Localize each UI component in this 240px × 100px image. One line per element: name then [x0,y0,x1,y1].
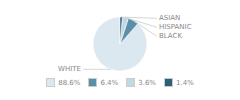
svg-text:ASIAN: ASIAN [159,14,180,22]
html-text:3.6%: 3.6% [138,78,156,87]
svg-text:BLACK: BLACK [159,32,182,40]
svg-text:WHITE: WHITE [58,65,81,73]
svg-text:HISPANIC: HISPANIC [159,23,192,31]
html-text:88.6%: 88.6% [58,78,81,87]
html-text:1.4%: 1.4% [176,78,194,87]
html-text:6.4%: 6.4% [100,78,119,87]
